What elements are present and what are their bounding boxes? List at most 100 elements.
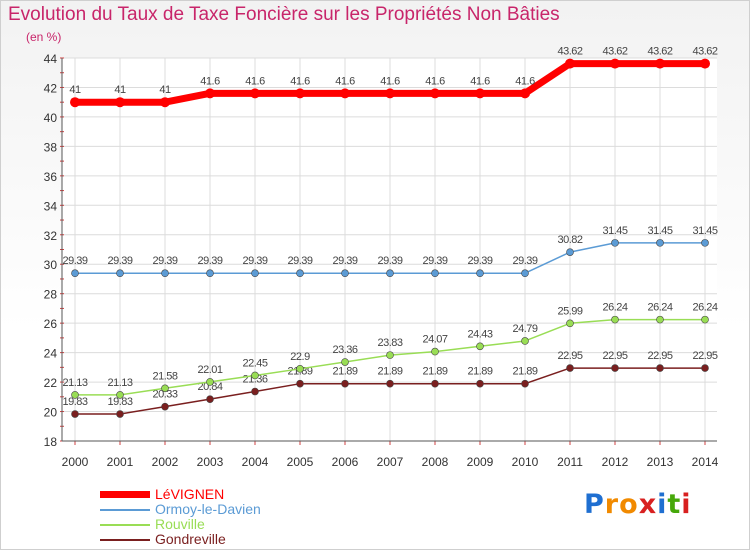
x-tick-label: 2006 bbox=[332, 455, 359, 469]
data-point-levignen bbox=[340, 88, 350, 99]
data-point-gondreville bbox=[206, 395, 214, 403]
data-label-gondreville: 22.95 bbox=[602, 350, 627, 362]
data-point-gondreville bbox=[476, 379, 484, 388]
y-tick-label: 20 bbox=[44, 406, 58, 420]
data-point-gondreville bbox=[701, 364, 709, 372]
data-point-rouville bbox=[116, 391, 124, 399]
data-label-rouville: 23.83 bbox=[377, 337, 402, 349]
data-point-rouville bbox=[566, 319, 574, 328]
data-point-ormoy-le-davien bbox=[251, 269, 259, 278]
logo-letter: x bbox=[638, 489, 658, 520]
data-label-gondreville: 21.89 bbox=[422, 366, 447, 378]
legend-label: Ormoy-le-Davien bbox=[155, 501, 261, 517]
legend-swatch bbox=[100, 539, 150, 541]
data-label-gondreville: 19.83 bbox=[62, 396, 87, 408]
data-label-levignen: 41.6 bbox=[380, 75, 400, 87]
y-tick-label: 44 bbox=[44, 52, 58, 66]
data-point-gondreville bbox=[386, 379, 394, 388]
data-label-rouville: 24.79 bbox=[512, 323, 537, 335]
data-label-levignen: 41.6 bbox=[425, 75, 445, 87]
data-point-gondreville bbox=[431, 379, 439, 388]
data-label-levignen: 41 bbox=[69, 84, 81, 96]
data-label-levignen: 41.6 bbox=[470, 75, 490, 87]
data-point-rouville bbox=[206, 378, 214, 386]
y-tick-label: 38 bbox=[44, 140, 58, 154]
data-label-rouville: 26.24 bbox=[647, 302, 672, 314]
legend-swatch bbox=[100, 524, 150, 526]
data-point-rouville bbox=[251, 371, 259, 380]
data-point-ormoy-le-davien bbox=[611, 239, 619, 247]
data-label-levignen: 41.6 bbox=[515, 75, 535, 87]
data-label-rouville: 21.58 bbox=[152, 370, 177, 382]
data-label-levignen: 41.6 bbox=[290, 75, 310, 87]
data-point-ormoy-le-davien bbox=[161, 269, 169, 278]
data-label-rouville: 21.13 bbox=[62, 377, 87, 389]
x-tick-label: 2011 bbox=[557, 455, 583, 469]
x-tick-label: 2003 bbox=[197, 455, 224, 469]
data-point-ormoy-le-davien bbox=[521, 269, 529, 278]
data-label-gondreville: 22.95 bbox=[557, 350, 582, 362]
data-point-gondreville bbox=[71, 410, 79, 418]
x-tick-label: 2008 bbox=[422, 455, 449, 469]
data-point-ormoy-le-davien bbox=[656, 239, 664, 247]
data-label-gondreville: 20.33 bbox=[152, 389, 177, 401]
logo-letter: o bbox=[619, 489, 639, 520]
data-point-gondreville bbox=[341, 379, 349, 388]
data-point-rouville bbox=[476, 342, 484, 351]
data-label-ormoy-le-davien: 29.39 bbox=[467, 255, 492, 267]
data-label-ormoy-le-davien: 29.39 bbox=[422, 255, 447, 267]
data-point-levignen bbox=[385, 88, 395, 99]
data-point-ormoy-le-davien bbox=[431, 269, 439, 278]
data-point-levignen bbox=[160, 97, 170, 108]
x-tick-label: 2010 bbox=[512, 455, 539, 469]
data-label-rouville: 26.24 bbox=[602, 302, 627, 314]
data-point-ormoy-le-davien bbox=[71, 269, 79, 278]
y-tick-label: 34 bbox=[44, 199, 58, 213]
y-tick-label: 28 bbox=[44, 288, 58, 302]
y-tick-label: 30 bbox=[44, 258, 58, 272]
data-label-ormoy-le-davien: 29.39 bbox=[152, 255, 177, 267]
data-label-rouville: 25.99 bbox=[557, 305, 582, 317]
data-label-levignen: 43.62 bbox=[557, 46, 582, 58]
data-point-ormoy-le-davien bbox=[296, 269, 304, 278]
data-label-levignen: 41.6 bbox=[200, 75, 220, 87]
data-label-gondreville: 21.89 bbox=[467, 366, 492, 378]
data-point-rouville bbox=[701, 315, 709, 324]
data-point-ormoy-le-davien bbox=[566, 248, 574, 256]
data-label-ormoy-le-davien: 29.39 bbox=[512, 255, 537, 267]
logo-letter: t bbox=[667, 489, 682, 520]
data-point-levignen bbox=[520, 88, 530, 99]
data-point-rouville bbox=[431, 347, 439, 356]
x-tick-label: 2009 bbox=[467, 455, 494, 469]
x-tick-label: 2000 bbox=[62, 455, 89, 469]
data-point-rouville bbox=[161, 384, 169, 393]
x-tick-label: 2012 bbox=[602, 455, 629, 469]
data-label-ormoy-le-davien: 29.39 bbox=[242, 255, 267, 267]
data-label-gondreville: 21.89 bbox=[512, 366, 537, 378]
data-label-rouville: 24.43 bbox=[467, 328, 492, 340]
legend-swatch bbox=[100, 491, 150, 498]
data-point-ormoy-le-davien bbox=[701, 239, 709, 247]
data-point-gondreville bbox=[611, 364, 619, 372]
data-label-rouville: 26.24 bbox=[692, 302, 717, 314]
data-point-gondreville bbox=[521, 379, 529, 388]
data-point-levignen bbox=[70, 97, 80, 108]
data-label-levignen: 41.6 bbox=[335, 75, 355, 87]
data-label-ormoy-le-davien: 29.39 bbox=[332, 255, 357, 267]
data-label-rouville: 22.45 bbox=[242, 357, 267, 369]
data-point-levignen bbox=[475, 88, 485, 99]
data-point-gondreville bbox=[296, 379, 304, 388]
data-label-ormoy-le-davien: 29.39 bbox=[62, 255, 87, 267]
data-point-rouville bbox=[71, 391, 79, 399]
data-point-levignen bbox=[655, 58, 665, 69]
y-tick-label: 40 bbox=[44, 111, 58, 125]
data-label-rouville: 21.13 bbox=[107, 377, 132, 389]
data-label-ormoy-le-davien: 30.82 bbox=[557, 234, 582, 246]
data-point-levignen bbox=[115, 97, 125, 108]
y-tick-label: 32 bbox=[44, 229, 58, 243]
legend-label: LéVIGNEN bbox=[155, 486, 225, 502]
x-tick-label: 2002 bbox=[152, 455, 179, 469]
data-label-levignen: 43.62 bbox=[602, 46, 627, 58]
x-tick-label: 2001 bbox=[107, 455, 134, 469]
data-label-rouville: 23.36 bbox=[332, 344, 357, 356]
